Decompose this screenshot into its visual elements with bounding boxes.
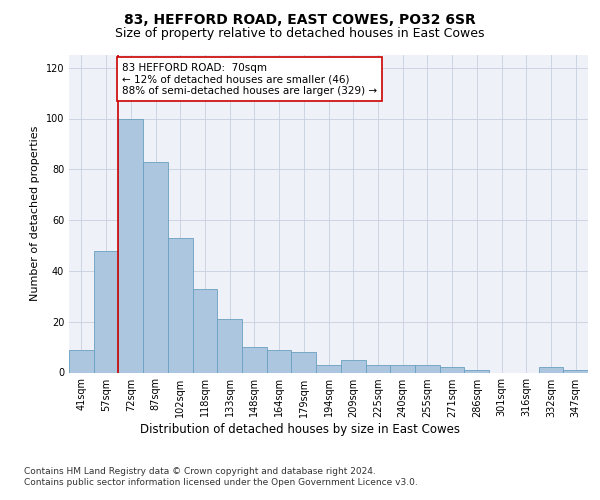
- Bar: [316, 365, 341, 372]
- Bar: [464, 370, 489, 372]
- Bar: [242, 347, 267, 372]
- Text: Contains HM Land Registry data © Crown copyright and database right 2024.
Contai: Contains HM Land Registry data © Crown c…: [24, 468, 418, 487]
- Bar: [563, 370, 588, 372]
- Bar: [168, 238, 193, 372]
- Bar: [390, 365, 415, 372]
- Bar: [440, 368, 464, 372]
- Bar: [143, 162, 168, 372]
- Bar: [341, 360, 365, 372]
- Bar: [415, 365, 440, 372]
- Text: 83, HEFFORD ROAD, EAST COWES, PO32 6SR: 83, HEFFORD ROAD, EAST COWES, PO32 6SR: [124, 12, 476, 26]
- Bar: [539, 368, 563, 372]
- Text: 83 HEFFORD ROAD:  70sqm
← 12% of detached houses are smaller (46)
88% of semi-de: 83 HEFFORD ROAD: 70sqm ← 12% of detached…: [122, 62, 377, 96]
- Bar: [94, 250, 118, 372]
- Bar: [217, 319, 242, 372]
- Bar: [69, 350, 94, 372]
- Bar: [118, 118, 143, 372]
- Bar: [365, 365, 390, 372]
- Text: Distribution of detached houses by size in East Cowes: Distribution of detached houses by size …: [140, 422, 460, 436]
- Y-axis label: Number of detached properties: Number of detached properties: [30, 126, 40, 302]
- Bar: [193, 288, 217, 372]
- Bar: [267, 350, 292, 372]
- Bar: [292, 352, 316, 372]
- Text: Size of property relative to detached houses in East Cowes: Size of property relative to detached ho…: [115, 28, 485, 40]
